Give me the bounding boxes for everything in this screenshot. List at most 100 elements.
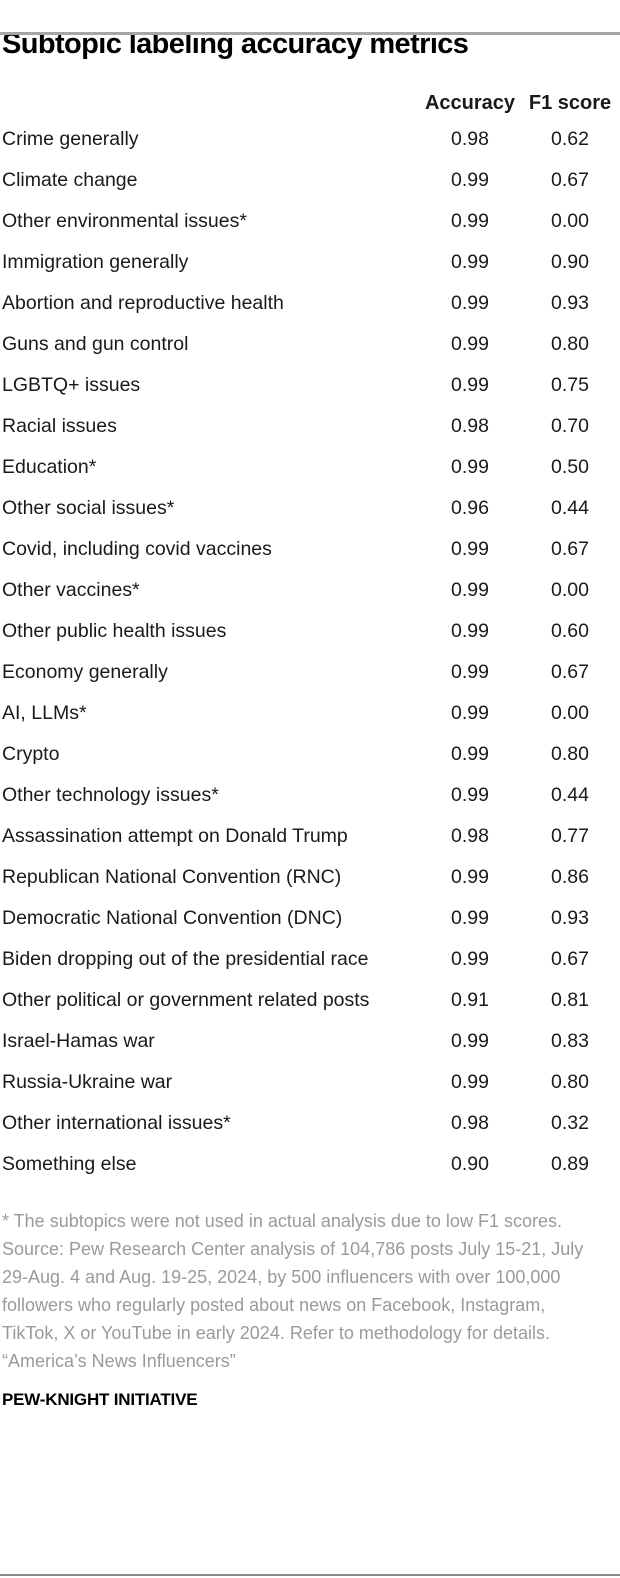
row-accuracy: 0.98 [451, 1112, 489, 1134]
row-f1: 0.62 [551, 128, 589, 150]
row-label: Other international issues* [2, 1112, 231, 1134]
row-label: Assassination attempt on Donald Trump [2, 825, 348, 847]
row-accuracy: 0.99 [451, 374, 489, 396]
row-accuracy: 0.96 [451, 497, 489, 519]
table-row: LGBTQ+ issues 0.99 0.75 [0, 365, 620, 406]
table-row: Other international issues* 0.98 0.32 [0, 1103, 620, 1144]
accuracy-table: Accuracy F1 score Crime generally 0.98 0… [0, 90, 620, 1185]
row-label: Other environmental issues* [2, 210, 247, 232]
row-label: Other public health issues [2, 620, 227, 642]
row-accuracy: 0.99 [451, 1030, 489, 1052]
row-accuracy: 0.99 [451, 907, 489, 929]
footnotes: * The subtopics were not used in actual … [2, 1207, 602, 1375]
row-f1: 0.50 [551, 456, 589, 478]
row-accuracy: 0.99 [451, 784, 489, 806]
row-accuracy: 0.99 [451, 456, 489, 478]
row-accuracy: 0.99 [451, 1071, 489, 1093]
table-row: Crime generally 0.98 0.62 [0, 119, 620, 160]
row-f1: 0.67 [551, 948, 589, 970]
row-accuracy: 0.99 [451, 620, 489, 642]
table-row: Other environmental issues* 0.99 0.00 [0, 201, 620, 242]
table-row: Economy generally 0.99 0.67 [0, 652, 620, 693]
row-f1: 0.00 [551, 579, 589, 601]
table-row: Guns and gun control 0.99 0.80 [0, 324, 620, 365]
table-row: Something else 0.90 0.89 [0, 1144, 620, 1185]
table-row: Republican National Convention (RNC) 0.9… [0, 857, 620, 898]
row-label: Racial issues [2, 415, 117, 437]
row-accuracy: 0.98 [451, 415, 489, 437]
row-label: Other technology issues* [2, 784, 219, 806]
column-header-f1-score: F1 score [528, 92, 612, 114]
row-label: Other vaccines* [2, 579, 140, 601]
row-f1: 0.80 [551, 1071, 589, 1093]
row-f1: 0.93 [551, 292, 589, 314]
row-label: Biden dropping out of the presidential r… [2, 948, 369, 970]
row-label: Israel-Hamas war [2, 1030, 155, 1052]
row-label: Education* [2, 456, 97, 478]
table-row: Abortion and reproductive health 0.99 0.… [0, 283, 620, 324]
row-accuracy: 0.99 [451, 661, 489, 683]
table-row: Covid, including covid vaccines 0.99 0.6… [0, 529, 620, 570]
row-f1: 0.44 [551, 497, 589, 519]
table-row: Other technology issues* 0.99 0.44 [0, 775, 620, 816]
row-accuracy: 0.98 [451, 128, 489, 150]
row-label: LGBTQ+ issues [2, 374, 141, 396]
row-label: Other political or government related po… [2, 989, 370, 1011]
row-f1: 0.00 [551, 702, 589, 724]
bottom-divider [0, 1574, 620, 1576]
row-accuracy: 0.99 [451, 579, 489, 601]
row-f1: 0.44 [551, 784, 589, 806]
row-accuracy: 0.90 [451, 1153, 489, 1175]
row-f1: 0.67 [551, 661, 589, 683]
row-label: Crypto [2, 743, 60, 765]
row-f1: 0.89 [551, 1153, 589, 1175]
column-header-accuracy: Accuracy [424, 92, 516, 114]
row-f1: 0.93 [551, 907, 589, 929]
row-label: Crime generally [2, 128, 139, 150]
row-accuracy: 0.99 [451, 538, 489, 560]
row-f1: 0.32 [551, 1112, 589, 1134]
row-accuracy: 0.91 [451, 989, 489, 1011]
row-f1: 0.77 [551, 825, 589, 847]
row-f1: 0.60 [551, 620, 589, 642]
footnote-attribution: “America’s News Influencers” [2, 1351, 236, 1371]
brand-pew-knight: PEW-KNIGHT INITIATIVE [2, 1390, 198, 1409]
row-f1: 0.90 [551, 251, 589, 273]
table-row: Other vaccines* 0.99 0.00 [0, 570, 620, 611]
row-f1: 0.80 [551, 743, 589, 765]
row-accuracy: 0.99 [451, 333, 489, 355]
table-row: Other public health issues 0.99 0.60 [0, 611, 620, 652]
table-header: Accuracy F1 score [0, 90, 620, 117]
row-label: Immigration generally [2, 251, 189, 273]
table-row: Immigration generally 0.99 0.90 [0, 242, 620, 283]
table-row: Other social issues* 0.96 0.44 [0, 488, 620, 529]
row-f1: 0.86 [551, 866, 589, 888]
row-label: Other social issues* [2, 497, 175, 519]
table-body: Crime generally 0.98 0.62 Climate change… [0, 119, 620, 1185]
row-f1: 0.80 [551, 333, 589, 355]
table-row: Education* 0.99 0.50 [0, 447, 620, 488]
row-accuracy: 0.99 [451, 702, 489, 724]
row-label: Covid, including covid vaccines [2, 538, 272, 560]
row-f1: 0.70 [551, 415, 589, 437]
row-accuracy: 0.99 [451, 866, 489, 888]
row-f1: 0.00 [551, 210, 589, 232]
footnote-source: Source: Pew Research Center analysis of … [2, 1239, 584, 1343]
row-accuracy: 0.99 [451, 743, 489, 765]
row-label: Economy generally [2, 661, 168, 683]
row-f1: 0.83 [551, 1030, 589, 1052]
row-label: Democratic National Convention (DNC) [2, 907, 343, 929]
row-f1: 0.75 [551, 374, 589, 396]
row-accuracy: 0.99 [451, 251, 489, 273]
row-accuracy: 0.99 [451, 948, 489, 970]
row-accuracy: 0.99 [451, 169, 489, 191]
row-f1: 0.81 [551, 989, 589, 1011]
table-row: AI, LLMs* 0.99 0.00 [0, 693, 620, 734]
row-f1: 0.67 [551, 169, 589, 191]
row-label: Republican National Convention (RNC) [2, 866, 342, 888]
row-label: Climate change [2, 169, 138, 191]
row-label: Russia-Ukraine war [2, 1071, 173, 1093]
table-row: Racial issues 0.98 0.70 [0, 406, 620, 447]
table-row: Climate change 0.99 0.67 [0, 160, 620, 201]
row-f1: 0.67 [551, 538, 589, 560]
